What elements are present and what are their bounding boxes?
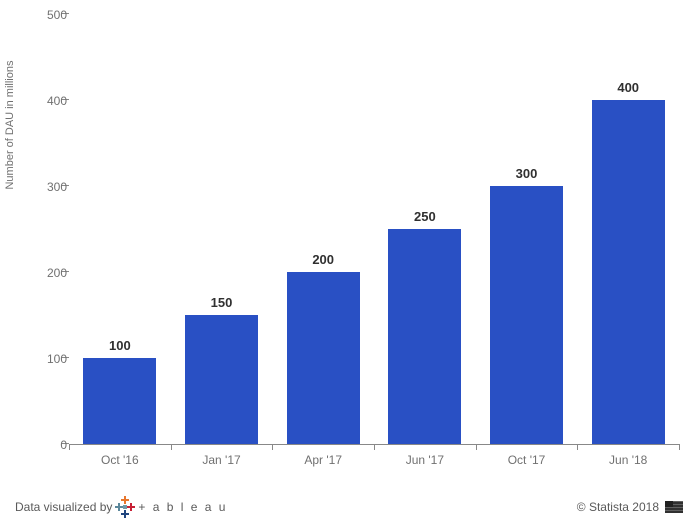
x-axis-label: Jun '17 <box>374 447 476 467</box>
x-axis-labels: Oct '16Jan '17Apr '17Jun '17Oct '17Jun '… <box>69 447 679 467</box>
bar-group: 300 <box>476 15 578 444</box>
bar <box>185 315 258 444</box>
y-tick-label: 400 <box>27 94 67 108</box>
x-axis-label: Jun '18 <box>577 447 679 467</box>
bar-value-label: 150 <box>211 295 233 310</box>
chart-container: Number of DAU in millions 10015020025030… <box>15 15 685 480</box>
footer-left: Data visualized by + a b l e a u <box>15 498 227 516</box>
bar-value-label: 100 <box>109 338 131 353</box>
x-axis-label: Oct '17 <box>476 447 578 467</box>
bar-group: 150 <box>171 15 273 444</box>
bar-group: 400 <box>577 15 679 444</box>
bar-group: 250 <box>374 15 476 444</box>
bar-value-label: 400 <box>617 80 639 95</box>
bar-value-label: 300 <box>516 166 538 181</box>
bar <box>490 186 563 444</box>
bars-region: 100 150 200 250 300 400 <box>69 15 679 444</box>
footer-right: © Statista 2018 <box>577 500 683 514</box>
tableau-logo: + a b l e a u <box>116 498 227 516</box>
bar-value-label: 200 <box>312 252 334 267</box>
bar-group: 100 <box>69 15 171 444</box>
bar <box>83 358 156 444</box>
x-axis-label: Apr '17 <box>272 447 374 467</box>
bar-group: 200 <box>272 15 374 444</box>
copyright-text: © Statista 2018 <box>577 500 659 514</box>
flag-icon <box>665 501 683 513</box>
tableau-name: + a b l e a u <box>138 500 227 514</box>
x-tick <box>679 444 680 450</box>
x-axis-label: Oct '16 <box>69 447 171 467</box>
y-tick-label: 0 <box>27 438 67 452</box>
y-tick-label: 200 <box>27 266 67 280</box>
y-axis-label: Number of DAU in millions <box>4 60 16 189</box>
plot-area: 100 150 200 250 300 400 <box>69 15 679 445</box>
x-axis-label: Jan '17 <box>171 447 273 467</box>
y-tick-label: 100 <box>27 352 67 366</box>
y-tick-label: 300 <box>27 180 67 194</box>
visualized-by-text: Data visualized by <box>15 500 112 514</box>
y-tick-label: 500 <box>27 8 67 22</box>
footer: Data visualized by + a b l e a u © Stati… <box>15 494 683 520</box>
bar <box>287 272 360 444</box>
bar <box>592 100 665 444</box>
bar <box>388 229 461 444</box>
tableau-mark-icon <box>116 498 134 516</box>
bar-value-label: 250 <box>414 209 436 224</box>
